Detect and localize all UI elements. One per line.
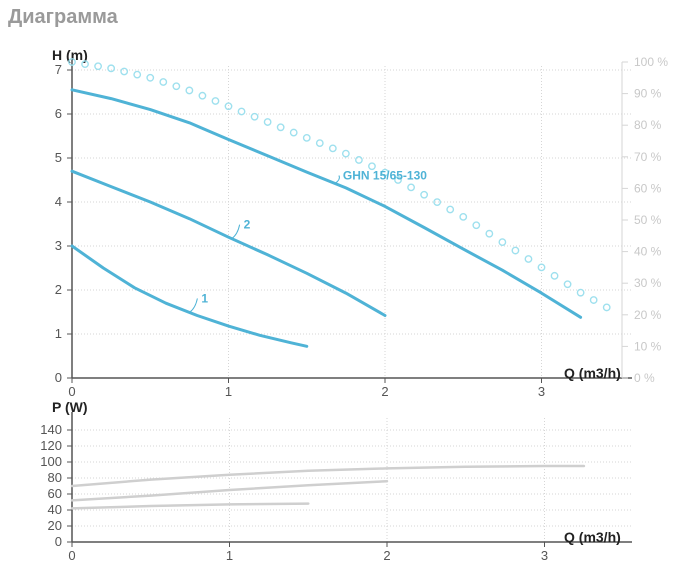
efficiency-dot (446, 205, 455, 214)
efficiency-dot (107, 64, 116, 73)
efficiency-dot (263, 118, 272, 126)
y2-tick-label: 20 % (634, 308, 662, 322)
x-axis-label: Q (m3/h) (564, 365, 621, 381)
x-tick-label: 2 (383, 548, 390, 563)
efficiency-dot (289, 128, 298, 137)
efficiency-dot (198, 91, 207, 100)
y-tick-label: 100 (40, 454, 62, 469)
efficiency-dot (237, 107, 246, 116)
efficiency-dot (341, 149, 350, 158)
y-tick-label: 7 (55, 62, 62, 77)
curve-label-leader (189, 298, 198, 313)
y-tick-label: 0 (55, 370, 62, 385)
efficiency-dot (328, 144, 337, 153)
efficiency-dot (172, 82, 181, 91)
y2-tick-label: 90 % (634, 87, 662, 101)
series-line (70, 244, 309, 348)
efficiency-dot (315, 139, 324, 148)
head-chart-panel: 0 1 2 3 4 5 6 7 0 1 2 3 H (m) Q (m3/h) 0 % 10 % 20 % 30 %… (52, 47, 668, 399)
efficiency-dot (381, 168, 389, 177)
efficiency-dot (602, 303, 611, 312)
efficiency-dot (146, 73, 155, 82)
efficiency-dot (433, 198, 442, 206)
efficiency-dot (133, 70, 142, 79)
x-tick-label: 0 (68, 548, 75, 563)
y-tick-label: 4 (55, 194, 62, 209)
efficiency-dot (81, 60, 89, 69)
efficiency-dot (159, 78, 168, 86)
efficiency-dot (368, 162, 376, 171)
series-line (70, 479, 389, 502)
efficiency-dot (498, 238, 507, 247)
efficiency-dot (224, 102, 233, 111)
curve-label-1: 1 (201, 291, 208, 305)
x-tick-label: 1 (226, 548, 233, 563)
efficiency-dot (472, 221, 481, 230)
y-tick-label: 6 (55, 106, 62, 121)
curve-label-ghn: GHN 15/65-130 (343, 168, 427, 182)
y-tick-label: 20 (48, 518, 62, 533)
y-axis-label: P (W) (52, 399, 88, 415)
efficiency-dot (211, 97, 220, 105)
series-line (70, 88, 583, 319)
efficiency-dot (550, 271, 559, 280)
efficiency-dot (394, 176, 402, 184)
efficiency-dot (302, 133, 311, 142)
efficiency-dot (120, 67, 129, 76)
y2-tick-label: 60 % (634, 181, 662, 195)
efficiency-dot (355, 156, 363, 164)
efficiency-dot (537, 263, 546, 272)
efficiency-dot (94, 62, 102, 71)
efficiency-dot (459, 212, 468, 221)
y2-tick-label: 0 % (634, 371, 655, 385)
x-tick-label: 1 (225, 384, 232, 399)
y2-tick-label: 70 % (634, 150, 662, 164)
y2-tick-label: 10 % (634, 339, 662, 353)
y-tick-label: 40 (48, 502, 62, 517)
series-line (70, 464, 586, 488)
x-axis-label: Q (m3/h) (564, 529, 621, 545)
y2-tick-label: 50 % (634, 213, 662, 227)
curve-label-2: 2 (244, 218, 251, 232)
efficiency-dot (576, 288, 585, 297)
x-tick-label: 3 (541, 548, 548, 563)
page-title: Диаграмма (8, 6, 118, 28)
curve-label-leader (334, 175, 340, 184)
y-axis-label: H (m) (52, 47, 88, 63)
y-tick-label: 60 (48, 486, 62, 501)
curve-label-leader (231, 224, 241, 240)
efficiency-dot (589, 296, 598, 304)
efficiency-dot (563, 280, 572, 289)
efficiency-dot (485, 229, 494, 238)
efficiency-dot (276, 123, 285, 132)
efficiency-dot (68, 58, 76, 66)
y2-tick-label: 100 % (634, 55, 668, 69)
efficiency-dot (524, 255, 533, 263)
y-tick-label: 140 (40, 422, 62, 437)
y-tick-label: 80 (48, 470, 62, 485)
y2-tick-label: 40 % (634, 245, 662, 259)
y-tick-label: 2 (55, 282, 62, 297)
y-tick-label: 120 (40, 438, 62, 453)
series-line (70, 502, 310, 510)
y-tick-label: 0 (55, 534, 62, 549)
efficiency-dot (407, 183, 415, 192)
y-tick-label: 5 (55, 150, 62, 165)
series-line (70, 169, 387, 317)
y-tick-label: 1 (55, 326, 62, 341)
x-tick-label: 2 (381, 384, 388, 399)
efficiency-dot (511, 246, 520, 255)
y2-tick-label: 30 % (634, 276, 662, 290)
y2-tick-label: 80 % (634, 118, 662, 132)
efficiency-dot (185, 86, 194, 95)
x-tick-label: 3 (538, 384, 545, 399)
efficiency-dot (420, 190, 429, 199)
y-tick-label: 3 (55, 238, 62, 253)
efficiency-dot (250, 112, 259, 121)
x-tick-label: 0 (68, 384, 75, 399)
